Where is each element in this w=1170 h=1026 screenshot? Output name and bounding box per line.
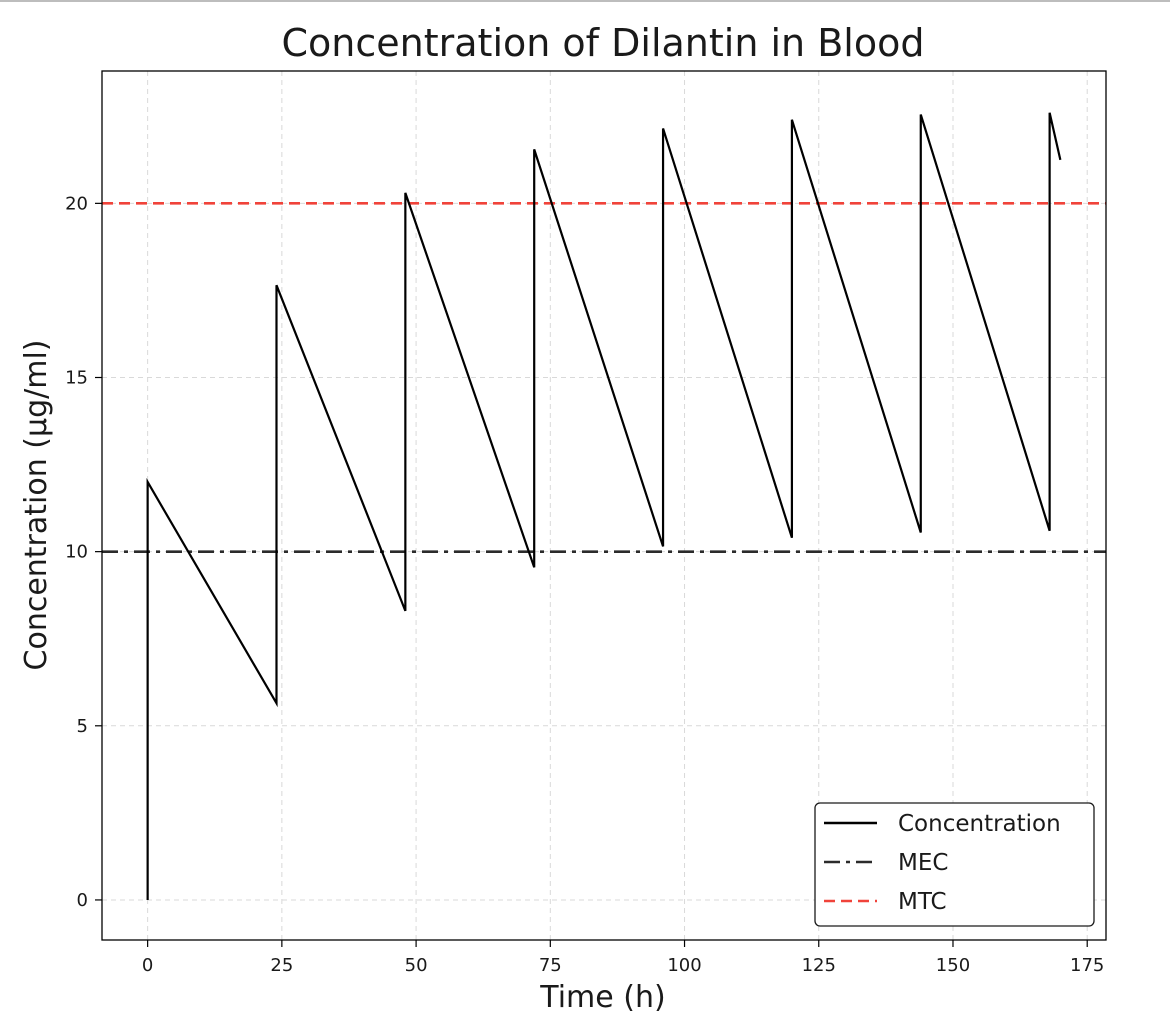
y-tick-label: 20 — [65, 193, 88, 214]
x-tick-label: 175 — [1070, 955, 1104, 976]
legend: Concentration MEC MTC — [814, 802, 1095, 927]
x-tick-label: 100 — [667, 955, 701, 976]
x-tick-label: 50 — [405, 955, 428, 976]
legend-label-concentration: Concentration — [898, 811, 1061, 837]
y-tick-label: 0 — [77, 890, 88, 911]
y-tick-label: 10 — [65, 542, 88, 563]
y-axis-ticks: 0 5 10 15 20 — [65, 193, 102, 911]
x-axis-label: Time (h) — [539, 980, 665, 1015]
x-tick-label: 150 — [936, 955, 970, 976]
concentration-line — [146, 112, 1062, 900]
x-tick-label: 75 — [539, 955, 562, 976]
legend-label-mtc: MTC — [898, 889, 947, 915]
top-border — [0, 0, 1170, 2]
reference-lines — [102, 202, 1106, 553]
legend-label-mec: MEC — [898, 850, 948, 876]
y-axis-label: Concentration (µg/ml) — [19, 340, 54, 671]
plot-area-frame — [101, 70, 1107, 941]
y-tick-label: 5 — [77, 716, 88, 737]
chart-title: Concentration of Dilantin in Blood — [282, 21, 925, 65]
series-group — [146, 112, 1062, 900]
x-tick-label: 125 — [802, 955, 836, 976]
y-tick-label: 15 — [65, 368, 88, 389]
x-axis-ticks: 0 25 50 75 100 125 150 175 — [142, 940, 1104, 976]
legend-box — [814, 802, 1095, 927]
x-tick-label: 0 — [142, 955, 153, 976]
x-tick-label: 25 — [270, 955, 293, 976]
